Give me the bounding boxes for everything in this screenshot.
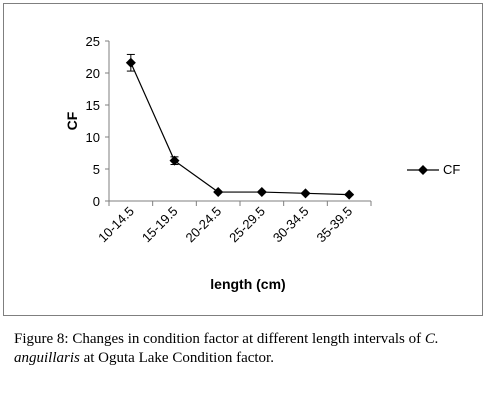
- caption-text: Changes in condition factor at different…: [72, 331, 422, 347]
- x-axis-ticks: 10-14.5 15-19.5 20-24.5 25-29.5 30-34.5 35-39…: [95, 201, 372, 246]
- y-tick-label: 0: [93, 194, 100, 209]
- series-line-cf: [130, 62, 350, 196]
- x-axis-title: length (cm): [210, 276, 285, 292]
- caption-label: Figure 8:: [14, 331, 69, 347]
- figure-caption: Figure 8: Changes in condition factor at…: [14, 330, 484, 368]
- data-point-diamond: [344, 189, 355, 200]
- legend-label: CF: [443, 162, 460, 177]
- x-tick-label: 35-39.5: [314, 204, 356, 246]
- data-point-diamond: [213, 187, 224, 198]
- x-tick-label: 30-34.5: [270, 204, 312, 246]
- y-axis-ticks: 0 5 10 15 20 25: [86, 34, 109, 209]
- caption-text-end: at Oguta Lake Condition factor.: [83, 350, 274, 366]
- y-tick-label: 15: [86, 98, 100, 113]
- y-tick-label: 20: [86, 66, 100, 81]
- error-bars: [126, 53, 354, 196]
- data-point-diamond: [169, 155, 180, 166]
- legend: CF: [407, 162, 460, 177]
- y-tick-label: 5: [93, 162, 100, 177]
- x-tick-label: 20-24.5: [183, 204, 225, 246]
- data-point-diamond: [256, 187, 267, 198]
- chart-frame: 0 5 10 15 20 25 10-14.5 15-19.5 20-24.5 25-29.5 3…: [3, 3, 483, 316]
- x-tick-label: 25-29.5: [226, 204, 268, 246]
- y-axis-title: CF: [64, 111, 80, 130]
- x-tick-label: 10-14.5: [95, 204, 137, 246]
- legend-marker-diamond-icon: [418, 165, 428, 175]
- data-point-diamond: [300, 188, 311, 199]
- y-tick-label: 25: [86, 34, 100, 49]
- y-tick-label: 10: [86, 130, 100, 145]
- caption-species: C. anguillaris: [14, 331, 439, 366]
- data-point-diamond: [125, 57, 136, 68]
- x-tick-label: 15-19.5: [139, 204, 181, 246]
